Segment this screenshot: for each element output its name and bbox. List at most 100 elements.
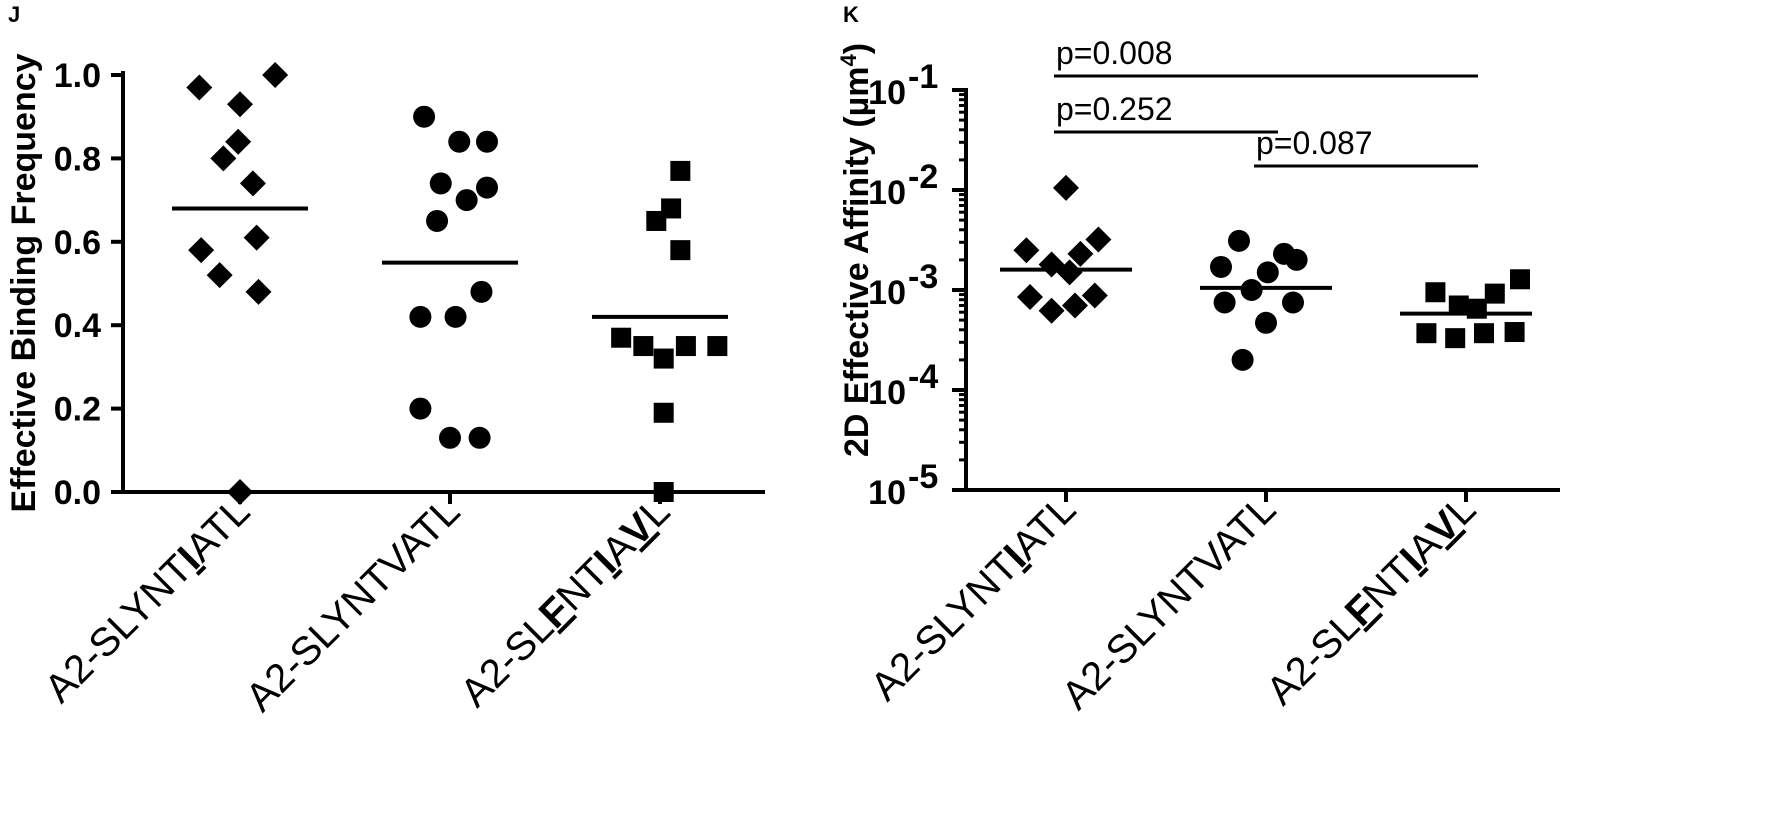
j-category-label-2: A2-SLYNTVATL: [238, 489, 469, 720]
j-data-point: [476, 176, 498, 199]
j-data-point: [646, 210, 667, 231]
k-y-tick-label: 10: [868, 74, 906, 112]
j-data-point: [448, 130, 471, 153]
j-data-point: [444, 305, 467, 328]
k-data-point: [1228, 229, 1250, 252]
j-data-point: [653, 402, 674, 423]
j-data-point: [188, 237, 215, 264]
panel-k-letter: K: [843, 2, 859, 27]
k-data-point: [1466, 298, 1487, 319]
k-data-point: [1213, 291, 1236, 314]
k-data-point: [1510, 269, 1530, 290]
k-data-point: [1504, 322, 1525, 343]
panel-j: J 0.0 0.2 0.4 0.6 0.8 1.0 Effective Binding Fre…: [5, 2, 765, 720]
k-data-point: [1017, 284, 1043, 311]
k-data-point: [1445, 328, 1466, 349]
j-data-point: [468, 426, 491, 449]
j-data-point: [670, 160, 691, 181]
k-data-point: [1256, 261, 1279, 284]
k-data-point: [1013, 237, 1040, 264]
k-data-point: [1425, 282, 1446, 303]
k-data-point: [1038, 297, 1065, 324]
j-data-point: [426, 209, 449, 232]
k-y-axis-title-part-1: Effective Affinity (µm: [838, 67, 876, 405]
k-category-label-3-part-0: A2-SL: [1258, 604, 1368, 714]
k-data-point: [1081, 282, 1108, 309]
j-data-point: [670, 240, 691, 261]
k-category-label-1-part-0: A2-SLYNT: [863, 545, 1027, 709]
j-category-label-2-part-0: A2-SLYNTVATL: [238, 489, 469, 720]
j-data-point: [633, 336, 654, 357]
j-data-point: [409, 397, 432, 420]
k-data-point: [1231, 348, 1254, 371]
k-y-axis-title: 2D Effective Affinity (µm4): [836, 43, 876, 457]
k-y-tick-label: 10: [868, 474, 906, 512]
k-data-point: [1053, 174, 1079, 201]
k-y-tick-exponent: -3: [908, 258, 938, 296]
j-category-label-3: A2-SLFNTIAVL: [452, 489, 678, 715]
k-y-tick-exponent: -4: [908, 358, 938, 396]
k-data-point: [1240, 279, 1263, 301]
j-data-point: [470, 280, 493, 303]
k-category-label-3: A2-SLFNTIAVL: [1258, 487, 1484, 713]
k-data-point: [1448, 295, 1469, 316]
j-y-tick-label: 0.2: [54, 391, 101, 429]
k-y-axis-title-part-2: 4: [836, 54, 861, 67]
j-data-point: [653, 348, 674, 369]
j-data-point: [239, 170, 266, 197]
j-data-point: [653, 482, 674, 502]
j-y-tick-label: 0.8: [54, 140, 101, 178]
panel-k: K10-510-410-310-210 -12D Effective Affini…: [836, 2, 1560, 718]
j-data-point: [455, 189, 478, 212]
j-category-label-1-part-0: A2-SLYNT: [37, 547, 201, 711]
k-y-tick-label: 10: [868, 174, 906, 212]
k-y-tick-exponent: -5: [908, 458, 938, 496]
j-data-point: [476, 130, 498, 153]
j-y-axis-title: Effective Binding Frequency: [5, 53, 43, 512]
k-data-point: [1085, 226, 1112, 253]
j-data-point: [611, 327, 632, 348]
j-data-point: [225, 128, 252, 155]
j-data-point: [675, 336, 696, 357]
k-y-axis-title-part-0: 2D: [838, 404, 876, 457]
k-p-value-label: p=0.087: [1256, 125, 1373, 161]
j-category-label-1: A2-SLYNTIATL: [37, 489, 259, 711]
k-y-tick-exponent: -2: [908, 158, 938, 196]
k-y-tick-label: 10: [868, 274, 906, 312]
k-data-point: [1210, 255, 1232, 278]
j-data-point: [227, 91, 253, 118]
k-y-tick-label: 10: [868, 374, 906, 412]
j-category-label-3-part-0: A2-SL: [452, 606, 562, 716]
j-data-point: [413, 105, 436, 128]
j-data-point: [227, 479, 253, 505]
k-category-label-1: A2-SLYNTIATL: [863, 487, 1085, 709]
j-data-point: [707, 336, 728, 357]
j-data-point: [243, 224, 270, 251]
j-y-tick-label: 0.4: [54, 307, 101, 345]
j-data-point: [245, 278, 272, 305]
j-y-tick-label: 0.0: [54, 474, 101, 512]
j-data-point: [409, 305, 432, 328]
j-y-tick-label: 1.0: [54, 57, 101, 95]
k-data-point: [1474, 323, 1494, 344]
j-data-point: [186, 74, 213, 101]
k-p-value-label: p=0.252: [1056, 91, 1173, 127]
k-data-point: [1484, 283, 1505, 304]
panel-j-letter: J: [8, 2, 20, 27]
k-category-label-2: A2-SLYNTVATL: [1054, 487, 1285, 718]
k-data-point: [1285, 248, 1308, 271]
j-data-point: [210, 145, 237, 172]
k-data-point: [1056, 259, 1083, 286]
j-data-point: [206, 262, 233, 289]
k-p-value-label: p=0.008: [1056, 35, 1173, 71]
k-category-label-2-part-0: A2-SLYNTVATL: [1054, 487, 1285, 718]
k-data-point: [1255, 311, 1277, 334]
j-y-tick-label: 0.6: [54, 224, 101, 262]
k-data-point: [1282, 291, 1304, 314]
j-data-point: [439, 426, 461, 449]
k-y-axis-title-part-3: ): [838, 43, 876, 54]
j-data-point: [262, 62, 289, 88]
k-data-point: [1416, 323, 1437, 344]
j-data-point: [429, 172, 452, 195]
